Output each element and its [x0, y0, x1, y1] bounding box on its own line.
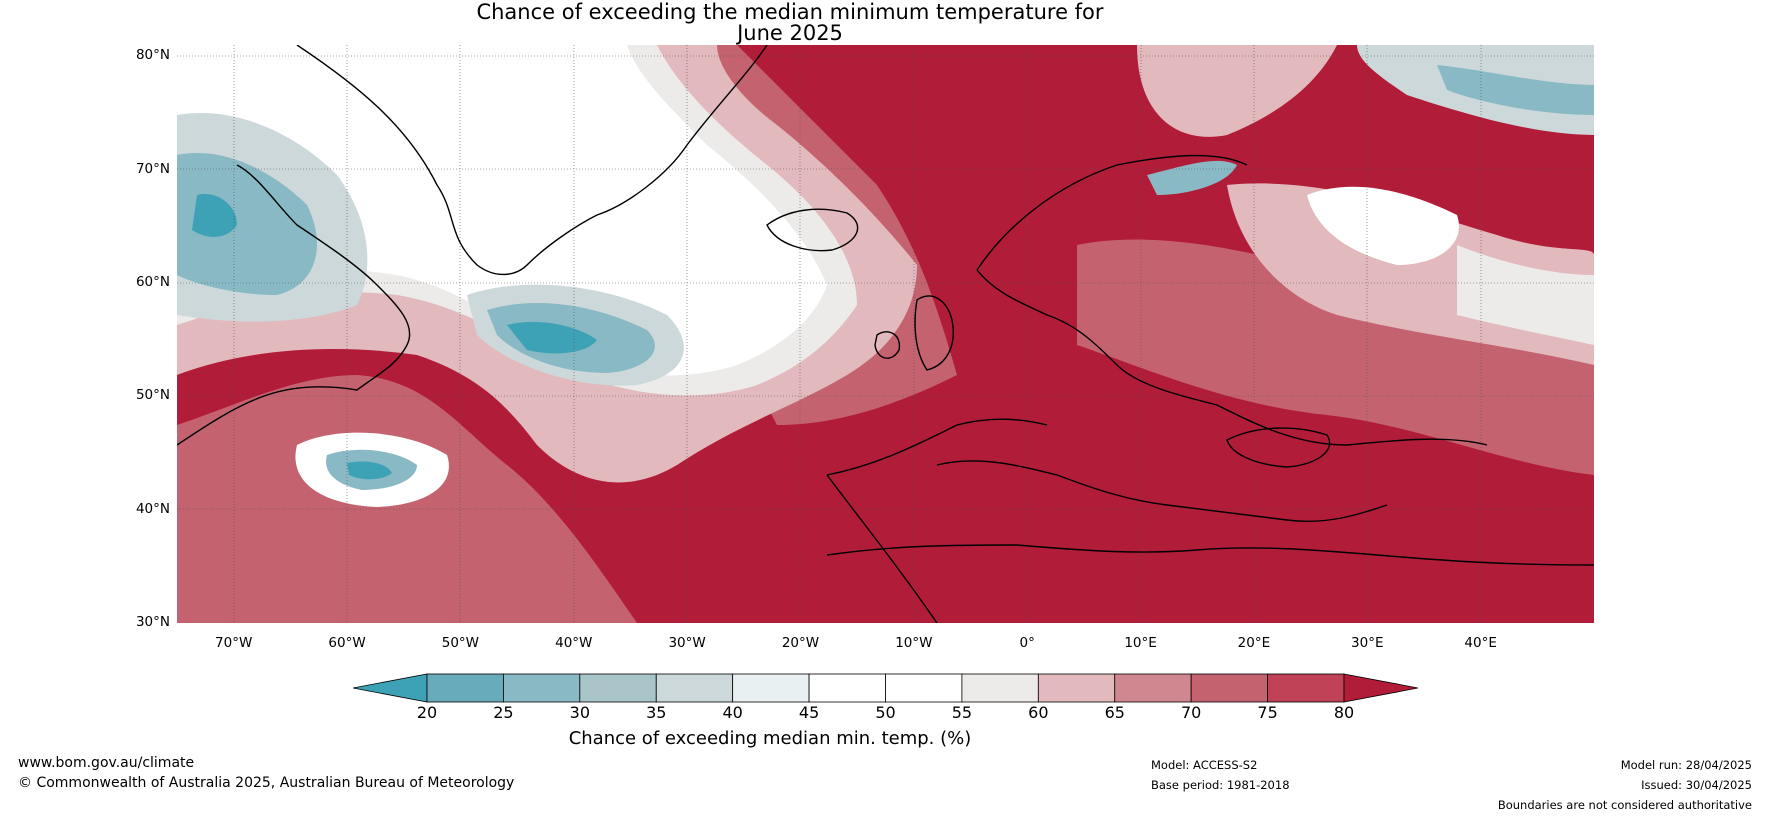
lon-tick: 30°W	[668, 635, 706, 651]
lon-tick: 40°E	[1464, 635, 1497, 651]
footer-model: Model: ACCESS-S2	[1151, 758, 1258, 772]
colorbar-tick: 40	[722, 703, 743, 722]
footer-issued: Issued: 30/04/2025	[1641, 778, 1752, 792]
colorbar-extend-low	[353, 673, 428, 703]
colorbar-extend-high	[1343, 673, 1418, 703]
map-canvas	[177, 45, 1594, 623]
colorbar-label: Chance of exceeding median min. temp. (%…	[568, 728, 972, 749]
colorbar-segment	[503, 673, 581, 703]
coastline-greenland	[296, 45, 768, 276]
coastline-mediterranean	[936, 460, 1388, 523]
map-title-line2: June 2025	[737, 21, 843, 45]
colorbar-tick: 55	[951, 703, 973, 722]
lat-tick: 80°N	[135, 47, 170, 64]
lat-tick: 70°N	[135, 160, 170, 177]
lat-tick: 30°N	[135, 614, 170, 630]
coastline-europe	[826, 154, 1488, 623]
forecast-map	[177, 45, 1594, 623]
colorbar-segment	[808, 673, 886, 703]
colorbar-segment	[1267, 673, 1345, 703]
lon-tick: 0°	[1019, 635, 1035, 651]
lat-tick: 50°N	[135, 387, 170, 404]
colorbar-segment	[961, 673, 1039, 703]
colorbar-segment	[426, 673, 504, 703]
coastline-ireland	[874, 331, 901, 359]
colorbar-segment	[1190, 673, 1268, 703]
coastlines	[177, 45, 1594, 623]
footer-base-period: Base period: 1981-2018	[1151, 778, 1290, 792]
map-graticule	[177, 45, 1594, 623]
lon-tick: 10°W	[895, 635, 933, 651]
colorbar-tick: 75	[1257, 703, 1278, 722]
footer-copyright: © Commonwealth of Australia 2025, Austra…	[18, 775, 515, 791]
colorbar-tick: 35	[646, 703, 667, 722]
lon-tick: 40°W	[555, 635, 593, 651]
colorbar-segment	[1037, 673, 1116, 703]
lat-tick: 40°N	[135, 500, 170, 517]
lon-tick: 30°E	[1351, 635, 1384, 651]
colorbar-tick: 50	[875, 703, 896, 722]
colorbar-tick: 25	[493, 703, 514, 722]
coastline-north-america	[177, 164, 411, 446]
colorbar-tick: 30	[569, 703, 590, 722]
colorbar-tick: 70	[1180, 703, 1202, 722]
lon-tick: 20°W	[781, 635, 820, 651]
lon-tick: 20°E	[1237, 635, 1271, 651]
lon-tick: 70°W	[215, 635, 253, 651]
footer-model-run: Model run: 28/04/2025	[1620, 758, 1752, 772]
coastline-iceland	[766, 208, 859, 252]
colorbar-segment	[579, 673, 657, 703]
zone-20	[192, 194, 597, 480]
map-title-line1: Chance of exceeding the median minimum t…	[476, 0, 1104, 24]
colorbar-tick: 60	[1028, 703, 1049, 722]
colorbar-segment	[885, 673, 963, 703]
coastline-britain	[914, 295, 954, 371]
colorbar	[353, 673, 1418, 703]
colorbar-tick: 45	[798, 703, 820, 722]
colorbar-segment	[732, 673, 810, 703]
colorbar-tick: 80	[1333, 703, 1355, 722]
lon-tick: 50°W	[441, 635, 480, 651]
lon-tick: 60°W	[328, 635, 366, 651]
footer-website: www.bom.gov.au/climate	[18, 755, 195, 771]
colorbar-tick: 65	[1104, 703, 1125, 722]
colorbar-tick: 20	[416, 703, 438, 722]
lat-tick: 60°N	[135, 274, 170, 290]
lon-tick: 10°E	[1124, 635, 1157, 651]
coastline-black-sea	[1226, 427, 1331, 468]
colorbar-segment	[1114, 673, 1192, 703]
coastline-north-africa	[826, 544, 1594, 566]
colorbar-segment	[655, 673, 734, 703]
footer-disclaimer: Boundaries are not considered authoritat…	[1497, 798, 1752, 812]
